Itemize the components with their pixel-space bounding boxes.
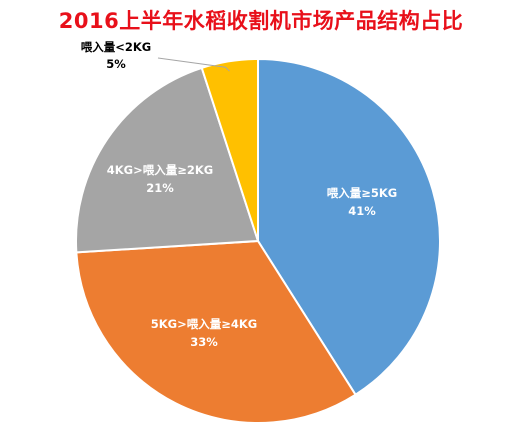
slice-label-4: 喂入量<2KG — [81, 40, 152, 54]
slice-labels: 喂入量≥5KG 41% 5KG>喂入量≥4KG 33% 4KG>喂入量≥2KG 21% 喂入… — [81, 40, 398, 349]
leader-line-4 — [157, 57, 230, 72]
slice-percent-2: 33% — [190, 335, 218, 349]
slice-percent-4: 5% — [106, 57, 126, 71]
leader-lines — [157, 57, 230, 72]
pie-slice-2 — [75, 240, 357, 424]
slice-label-2: 5KG>喂入量≥4KG — [151, 317, 257, 331]
pie-slice-3 — [75, 66, 259, 254]
slice-label-1: 喂入量≥5KG — [327, 186, 398, 200]
slice-percent-1: 41% — [348, 204, 376, 218]
pie-slices — [75, 58, 441, 424]
slice-percent-3: 21% — [146, 181, 174, 195]
pie-slice-4 — [200, 58, 259, 242]
pie-slice-1 — [257, 58, 441, 396]
chart-title: 2016上半年水稻收割机市场产品结构占比 — [58, 9, 464, 33]
slice-label-3: 4KG>喂入量≥2KG — [107, 163, 213, 177]
